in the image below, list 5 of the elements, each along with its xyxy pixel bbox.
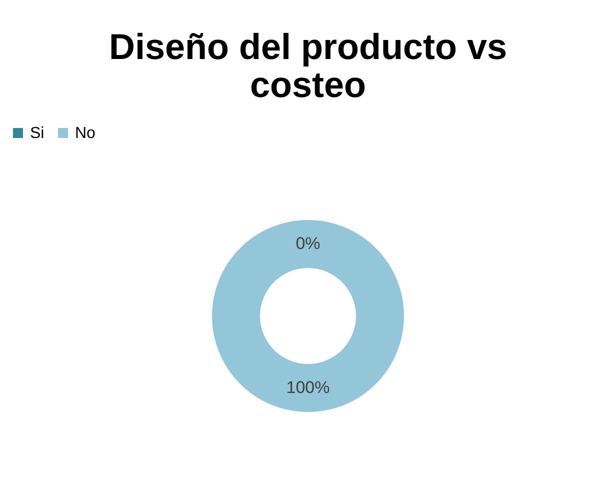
chart-title: Diseño del producto vs costeo bbox=[108, 26, 508, 105]
legend-label: No bbox=[75, 125, 96, 142]
text: 0% bbox=[296, 234, 320, 253]
data-label: 100% bbox=[286, 378, 330, 397]
legend-label: Si bbox=[30, 125, 44, 142]
